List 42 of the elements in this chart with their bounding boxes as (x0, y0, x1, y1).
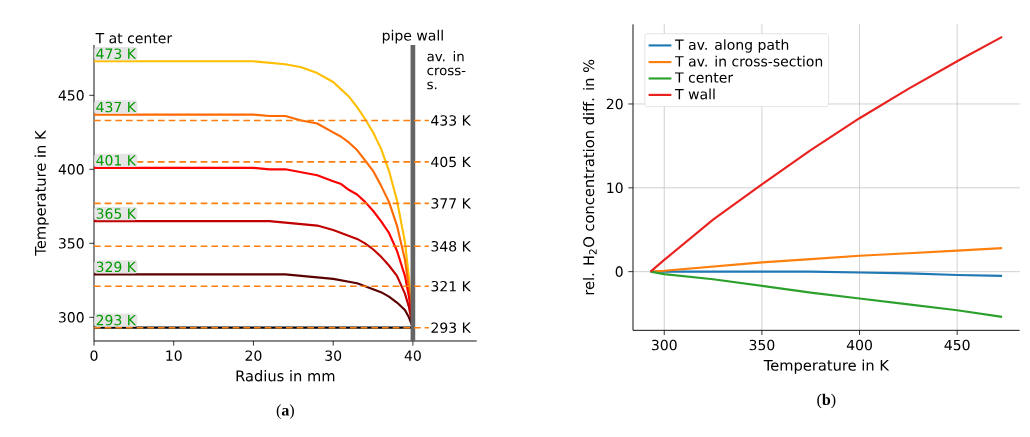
x-tick-label: 350 (749, 339, 775, 351)
y-tick-label: 10 (607, 182, 623, 194)
ref-line-label: 433 K (431, 115, 472, 126)
y-axis-title: rel. H$_{2}$O concentration diff. in % (582, 59, 597, 295)
legend-label: T wall (675, 88, 715, 100)
y-tick-label: 20 (606, 98, 623, 110)
ref-line-label: 321 K (431, 280, 472, 292)
ref-line-label: 348 K (431, 240, 472, 252)
legend-label: T av. in cross-section (675, 55, 823, 67)
x-tick-label: 300 (651, 339, 677, 351)
y-tick-label: 400 (58, 164, 84, 175)
annotation: 473 K (96, 48, 137, 60)
text: (b) (817, 393, 836, 409)
x-tick-label: 400 (846, 339, 872, 351)
annotation: 329 K (96, 261, 137, 273)
ref-line-label: pipe wall (382, 29, 443, 44)
annotation: 437 K (96, 101, 137, 113)
y-axis-title: Temperature in K (34, 130, 49, 256)
y-tick-label: 0 (615, 266, 623, 277)
x-axis-title: Temperature in K (763, 359, 890, 374)
line-series (649, 35, 1004, 273)
x-tick-label: 30 (325, 350, 342, 361)
y-tick-label: 450 (58, 90, 84, 101)
x-axis-title: Radius in mm (236, 370, 335, 382)
y-tick-label: 350 (58, 238, 84, 249)
annotation: 293 K (96, 314, 137, 326)
x-tick-label: 40 (404, 350, 421, 361)
annotation: 365 K (96, 208, 137, 219)
x-tick-label: 20 (245, 350, 262, 361)
x-tick-label: 450 (944, 339, 970, 351)
annotation: 401 K (96, 154, 137, 166)
x-tick-label: 10 (166, 350, 182, 361)
y-tick-label: 300 (58, 312, 84, 323)
text: T at center (95, 33, 173, 44)
legend-label: T center (675, 72, 734, 83)
ref-line-label: 405 K (431, 156, 472, 168)
legend-label: T av. along path (675, 39, 789, 53)
ref-line-label: 377 K (431, 198, 472, 209)
annotation: av. in cross-s. (427, 51, 466, 90)
x-tick-label: 0 (90, 350, 98, 361)
text: (a) (276, 404, 294, 419)
ref-line-label: 293 K (431, 322, 472, 333)
